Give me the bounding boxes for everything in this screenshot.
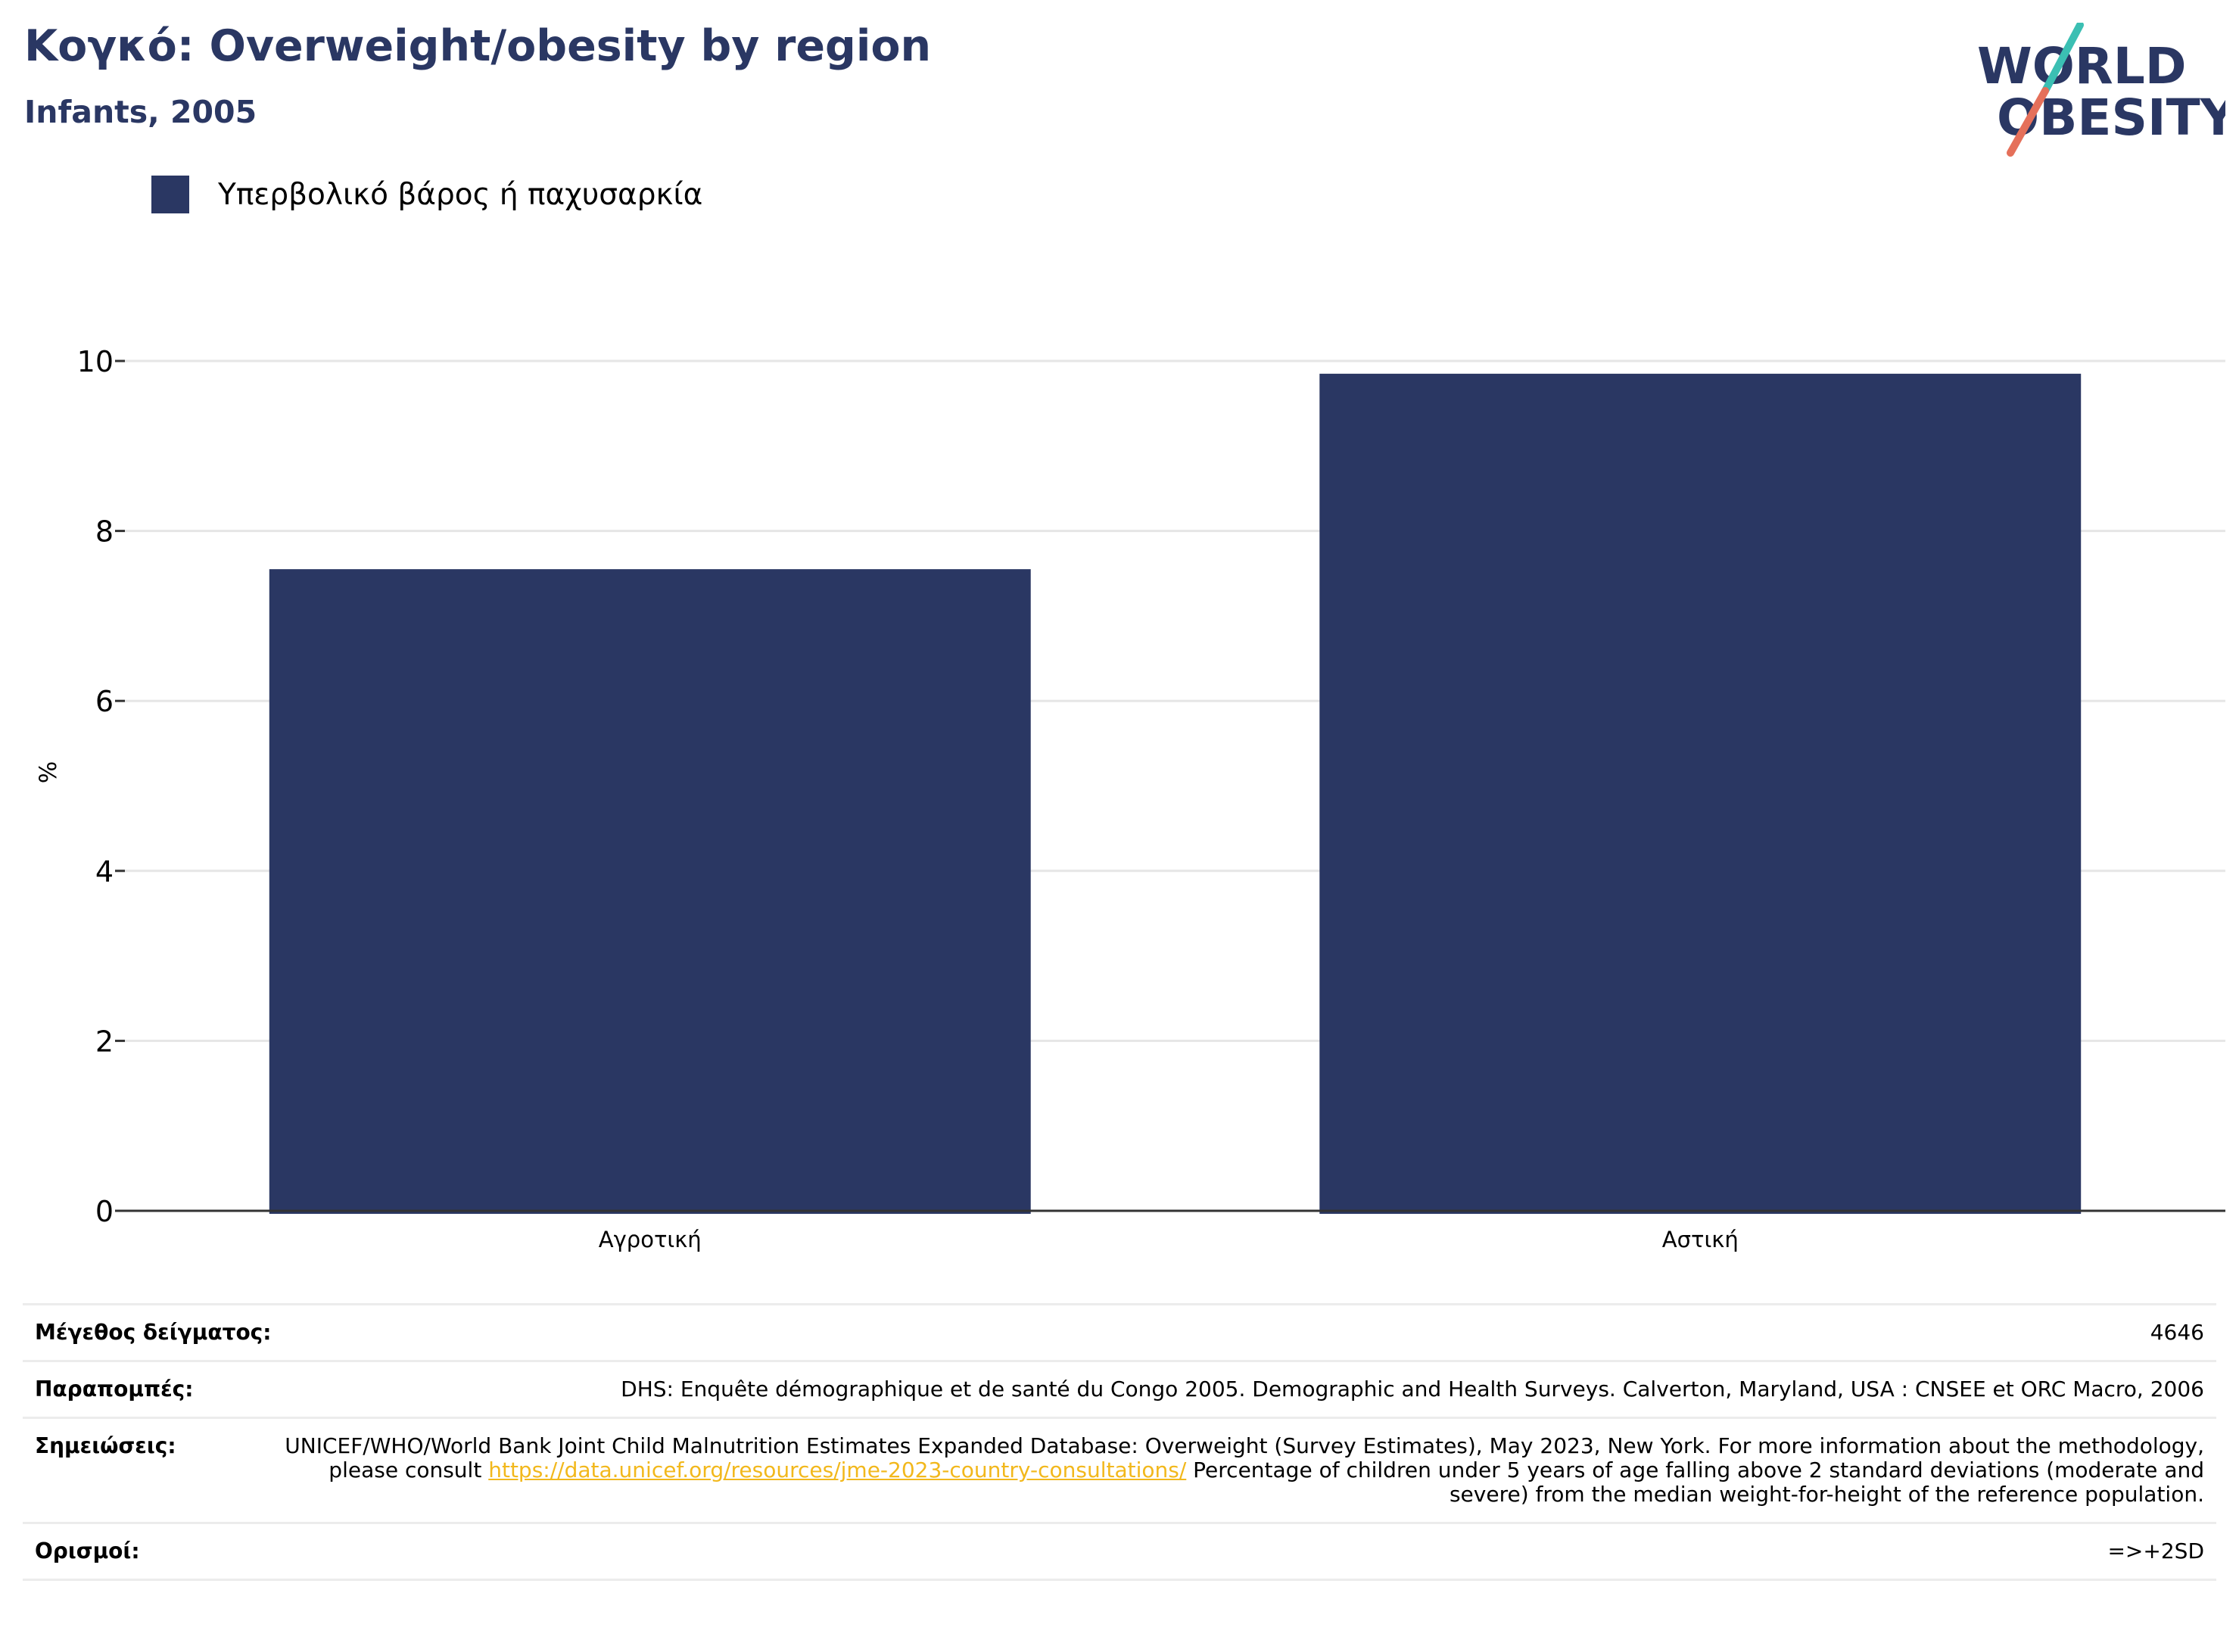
logo-slash-teal (2041, 23, 2084, 95)
y-tick-label: 2 (95, 1025, 114, 1058)
chart-title: Κογκό: Overweight/obesity by region (24, 21, 932, 71)
bar-Αγροτική (269, 569, 1031, 1214)
meta-key-sample-size: Μέγεθος δείγματος: (35, 1320, 272, 1345)
meta-value-definitions: =>+2SD (2107, 1538, 2204, 1563)
meta-row-references: Παραπομπές: DHS: Enquête démographique e… (23, 1360, 2216, 1417)
meta-value-notes: UNICEF/WHO/World Bank Joint Child Malnut… (252, 1434, 2204, 1507)
y-tick-label: 8 (95, 515, 114, 549)
world-obesity-logo: WORLD OBESITY (1977, 23, 2225, 157)
chart-legend: Υπερβολικό βάρος ή παχυσαρκία (151, 176, 702, 213)
meta-value-references: DHS: Enquête démographique et de santé d… (621, 1377, 2204, 1402)
y-tick-label: 10 (77, 345, 114, 378)
y-tick-label: 6 (95, 685, 114, 718)
legend-label: Υπερβολικό βάρος ή παχυσαρκία (218, 177, 703, 212)
logo-slash-coral (2007, 87, 2049, 157)
notes-link[interactable]: https://data.unicef.org/resources/jme-20… (488, 1458, 1187, 1482)
chart-subtitle: Infants, 2005 (24, 94, 257, 130)
x-tick-label: Αστική (1662, 1227, 1739, 1252)
bar-chart: 0 2 4 6 8 10 Αγροτική Αστική% (35, 345, 2225, 1252)
logo-text-world: WORLD (1977, 37, 2187, 95)
meta-key-references: Παραπομπές: (35, 1377, 194, 1402)
y-tick-label: 4 (95, 855, 114, 888)
logo-text-obesity: OBESITY (1997, 89, 2225, 147)
meta-row-notes: Σημειώσεις: UNICEF/WHO/World Bank Joint … (23, 1417, 2216, 1522)
meta-row-sample-size: Μέγεθος δείγματος: 4646 (23, 1303, 2216, 1360)
y-axis-label: % (35, 761, 62, 783)
metadata-table: Μέγεθος δείγματος: 4646 Παραπομπές: DHS:… (23, 1303, 2216, 1581)
legend-swatch (151, 176, 189, 213)
x-tick-label: Αγροτική (599, 1227, 702, 1252)
y-tick-label: 0 (95, 1195, 114, 1228)
notes-text-before: UNICEF/WHO/World Bank Joint Child Malnut… (285, 1433, 2204, 1482)
meta-value-sample-size: 4646 (2150, 1320, 2204, 1345)
meta-key-definitions: Ορισμοί: (35, 1538, 140, 1563)
notes-text-after: Percentage of children under 5 years of … (1186, 1458, 2204, 1507)
bar-Αστική (1319, 373, 2082, 1215)
meta-row-definitions: Ορισμοί: =>+2SD (23, 1522, 2216, 1581)
meta-key-notes: Σημειώσεις: (35, 1433, 176, 1458)
